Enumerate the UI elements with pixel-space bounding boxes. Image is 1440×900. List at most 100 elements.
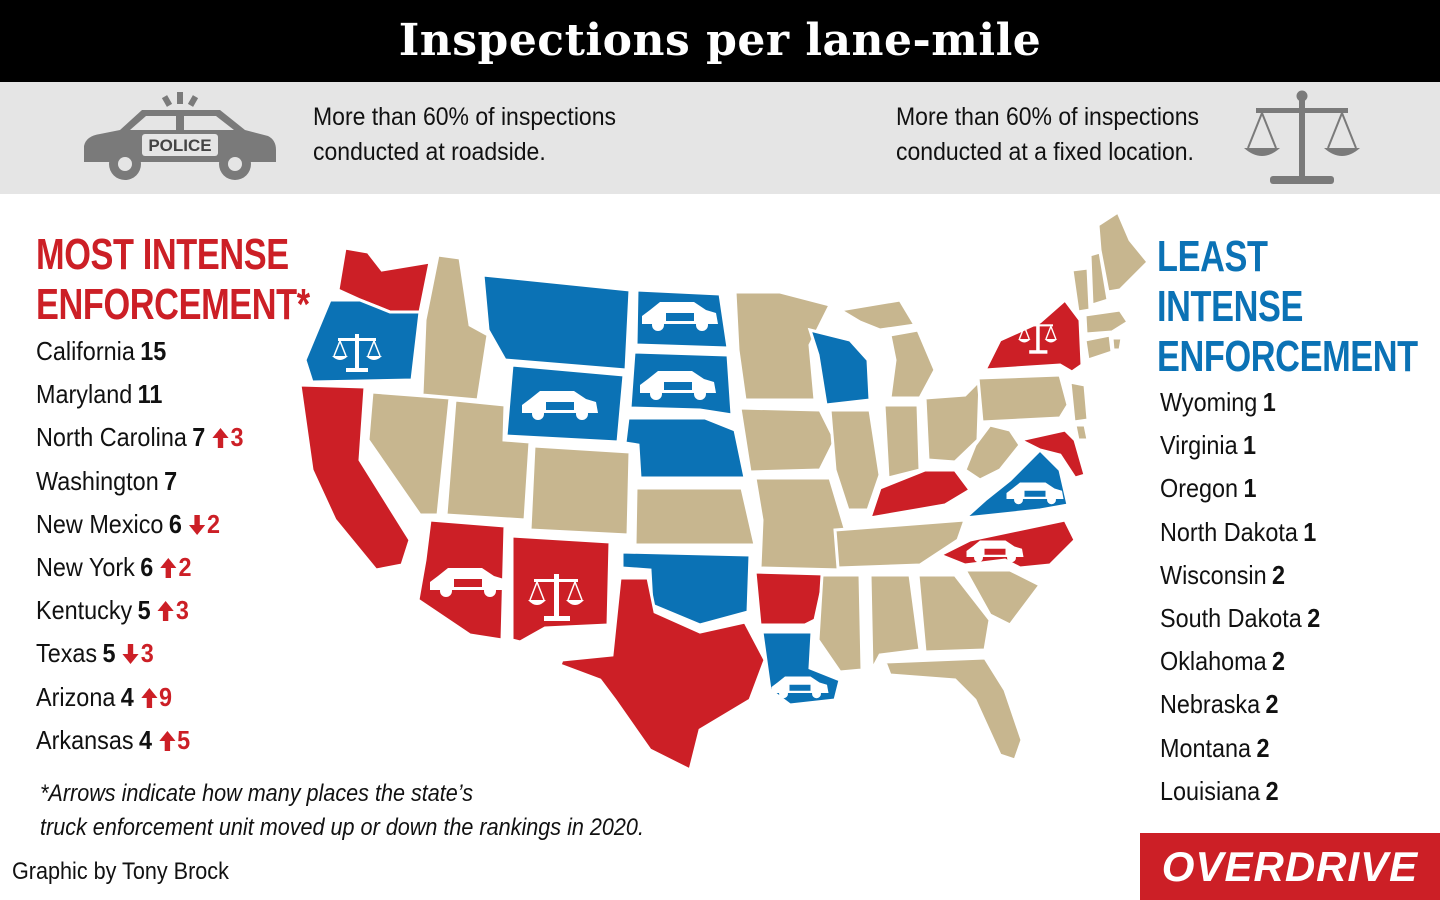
legend-roadside-line1: More than 60% of inspections <box>313 103 617 131</box>
least-heading-line2: INTENSE <box>1157 282 1304 331</box>
state-name: California <box>36 336 135 366</box>
state-idaho <box>420 253 490 402</box>
arrow-up-icon <box>157 601 175 622</box>
rank-change: 2 <box>189 509 220 539</box>
police-car-icon <box>522 391 598 420</box>
rank-item: Oklahoma 2 <box>1160 640 1320 683</box>
rank-change: 9 <box>140 681 172 712</box>
state-indiana <box>882 403 922 480</box>
rank-change-value: 9 <box>158 681 172 712</box>
rank-item: Virginia 1 <box>1160 424 1320 467</box>
state-value: 2 <box>1272 559 1286 590</box>
state-value: 2 <box>1256 732 1270 763</box>
arrow-up-icon <box>140 687 158 708</box>
rank-item: New York 6 2 <box>36 546 244 589</box>
state-value: 1 <box>1243 430 1257 461</box>
police-car-icon <box>771 676 829 699</box>
overdrive-logo: OVERDRIVE <box>1140 833 1440 900</box>
state-name: New York <box>36 551 135 582</box>
arrow-up-icon <box>160 557 177 578</box>
state-name: Texas <box>36 638 98 669</box>
state-name: Virginia <box>1160 430 1238 461</box>
legend-fixed-line2: conducted at a fixed location. <box>896 138 1194 166</box>
arrow-up-icon <box>212 428 229 449</box>
legend-roadside: More than 60% of inspections conducted a… <box>313 100 616 170</box>
rank-item: Kentucky 5 3 <box>36 589 244 632</box>
rank-item: Arizona 4 9 <box>36 676 244 719</box>
state-utah <box>444 398 532 522</box>
rank-item: California 15 <box>36 330 244 373</box>
police-badge-text: POLICE <box>148 136 211 155</box>
rank-item: Louisiana 2 <box>1160 770 1320 813</box>
state-nebraska <box>623 416 747 480</box>
least-heading-line1: LEAST <box>1157 232 1268 281</box>
state-value: 2 <box>1265 775 1279 806</box>
rank-change: 2 <box>160 551 192 582</box>
arrow-up-icon <box>159 730 176 751</box>
state-virginia <box>960 447 1070 520</box>
state-value: 1 <box>1243 473 1257 504</box>
police-car-icon: POLICE <box>80 90 280 186</box>
least-heading-line3: ENFORCEMENT <box>1157 332 1418 381</box>
state-name: Maryland <box>36 379 133 410</box>
rank-item: Wyoming 1 <box>1160 381 1320 424</box>
footnote-line2: truck enforcement unit moved up or down … <box>40 814 644 841</box>
state-mississippi <box>816 573 864 674</box>
state-name: Washington <box>36 465 159 496</box>
rank-item: Texas 5 3 <box>36 632 244 675</box>
state-value: 7 <box>192 422 206 453</box>
state-value: 4 <box>120 681 134 712</box>
scales-icon <box>332 334 382 372</box>
state-rhode-island <box>1110 336 1124 352</box>
footnote-line1: *Arrows indicate how many places the sta… <box>40 780 474 807</box>
state-massachusetts <box>1083 308 1131 336</box>
rank-change: 3 <box>157 595 189 626</box>
state-california <box>298 383 412 572</box>
state-value: 4 <box>138 724 152 755</box>
page-title: Inspections per lane-mile <box>0 0 1440 82</box>
state-name: Arizona <box>36 681 116 712</box>
state-kansas <box>633 486 757 547</box>
rank-change: 3 <box>122 638 154 668</box>
state-tennessee <box>833 518 968 570</box>
rank-change-value: 3 <box>230 422 244 453</box>
state-value: 7 <box>164 465 178 496</box>
state-south-carolina <box>962 568 1043 627</box>
state-new-jersey <box>1068 380 1090 424</box>
credit: Graphic by Tony Brock <box>12 858 229 885</box>
state-name: North Carolina <box>36 422 187 453</box>
legend-fixed-line1: More than 60% of inspections <box>896 103 1200 131</box>
state-new-hampshire <box>1088 250 1110 308</box>
rank-item: Wisconsin 2 <box>1160 554 1320 597</box>
legend-roadside-line2: conducted at roadside. <box>313 138 546 166</box>
footnote: *Arrows indicate how many places the sta… <box>40 777 644 845</box>
rank-item: Oregon 1 <box>1160 467 1320 510</box>
state-kentucky <box>867 468 973 520</box>
rank-item: South Dakota 2 <box>1160 597 1320 640</box>
state-name: Nebraska <box>1160 689 1261 720</box>
police-car-icon <box>1006 482 1064 505</box>
state-connecticut <box>1083 333 1114 362</box>
state-delaware <box>1073 423 1090 442</box>
state-new-mexico <box>510 534 612 644</box>
rank-change-value: 2 <box>207 508 221 539</box>
rank-change-value: 2 <box>178 551 192 582</box>
state-oklahoma <box>620 550 752 627</box>
state-michigan <box>835 298 937 400</box>
state-value: 2 <box>1307 602 1321 633</box>
least-intense-heading: LEAST INTENSE ENFORCEMENT <box>1157 232 1418 382</box>
state-value: 11 <box>137 379 163 410</box>
state-name: Arkansas <box>36 724 134 755</box>
rank-change: 3 <box>212 422 244 453</box>
state-name: North Dakota <box>1160 516 1298 547</box>
state-name: Oklahoma <box>1160 646 1267 677</box>
police-car-icon <box>640 371 716 400</box>
state-value: 2 <box>1272 646 1286 677</box>
state-name: New Mexico <box>36 508 164 539</box>
scales-icon <box>1240 86 1365 190</box>
state-new-york <box>982 297 1084 374</box>
legend-fixed: More than 60% of inspections conducted a… <box>896 100 1199 170</box>
state-colorado <box>528 444 632 537</box>
state-west-virginia <box>963 423 1022 482</box>
rank-change-value: 3 <box>175 595 189 626</box>
